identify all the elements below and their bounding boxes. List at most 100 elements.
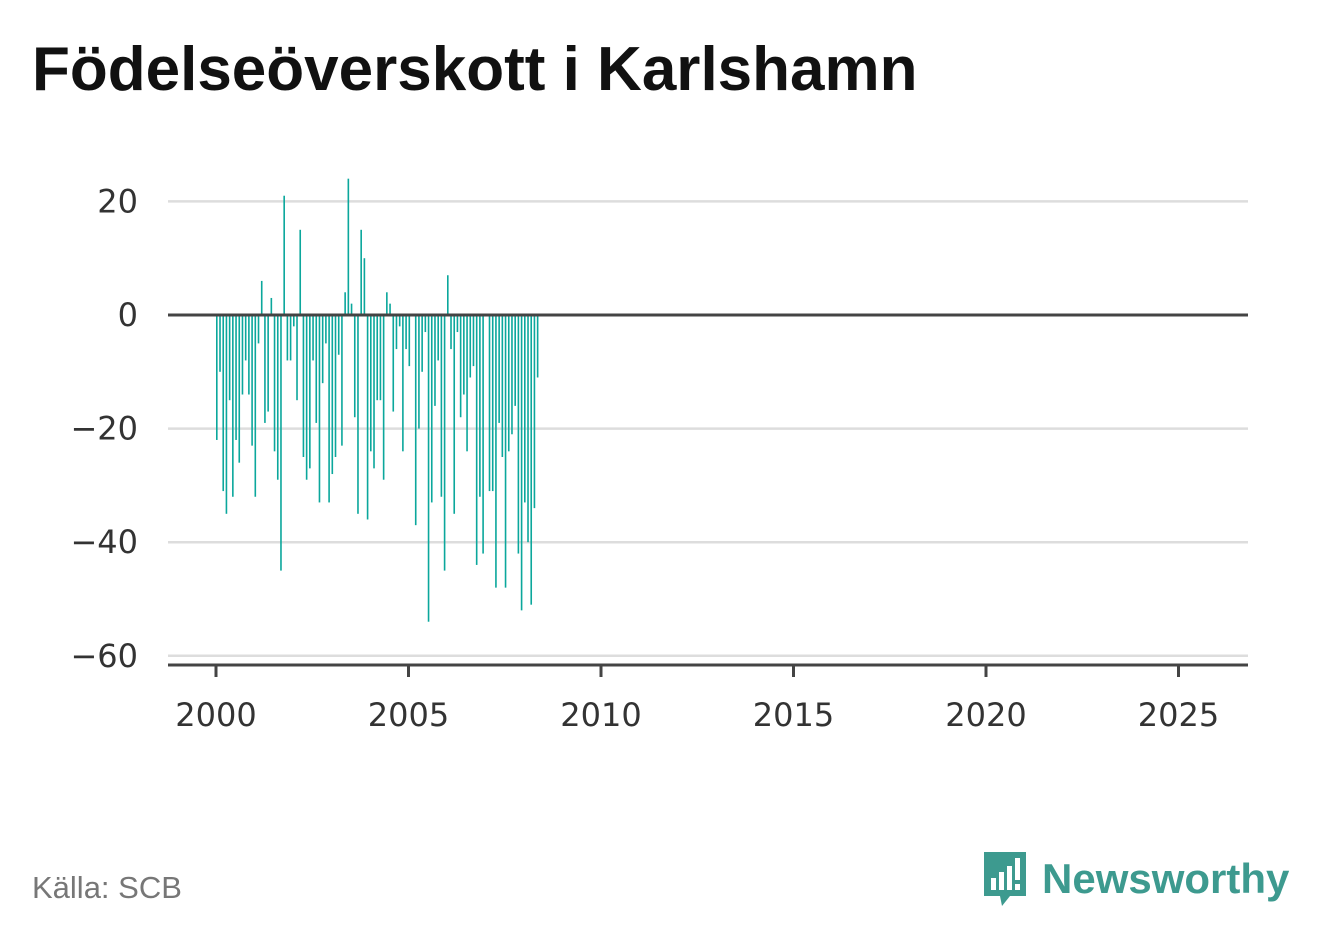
bar [264, 315, 266, 423]
bar [228, 315, 231, 401]
bar [305, 315, 308, 480]
bar [315, 315, 318, 423]
bar [482, 315, 484, 554]
bar [363, 258, 366, 315]
bar [248, 315, 250, 395]
bar [302, 315, 305, 457]
bar [463, 315, 465, 395]
bar [328, 315, 330, 503]
bar [517, 315, 520, 554]
bar [437, 315, 439, 361]
bar [398, 315, 401, 327]
bar [450, 315, 452, 350]
bar [475, 315, 478, 565]
bar [296, 315, 298, 401]
bar [453, 315, 456, 514]
bar [418, 315, 420, 429]
brand-name: Newsworthy [1042, 855, 1290, 902]
bar-series [216, 178, 539, 622]
x-tick-label: 2025 [1138, 696, 1219, 734]
bar [219, 315, 221, 372]
bar [357, 315, 359, 514]
bar [280, 315, 282, 571]
bar [331, 315, 334, 475]
bar [318, 315, 321, 503]
bar [469, 315, 472, 378]
bar [501, 315, 504, 457]
y-axis-ticks: 20 0 −20 −40 −60 [70, 182, 138, 674]
bar [514, 315, 516, 406]
bar [251, 315, 253, 446]
bar [524, 315, 526, 503]
bar [232, 315, 234, 497]
bar [293, 315, 295, 327]
bar [347, 178, 350, 315]
y-tick-label: −20 [70, 410, 138, 448]
brand-logo: Newsworthy [980, 848, 1289, 910]
bar [443, 315, 446, 571]
y-tick-label: −60 [70, 637, 138, 675]
bar [286, 315, 289, 361]
bar [402, 315, 404, 452]
bar [225, 315, 228, 514]
bar [389, 303, 391, 315]
bar [270, 297, 273, 315]
bar [379, 315, 382, 401]
grid-lines [168, 200, 1248, 658]
bar [373, 315, 375, 469]
x-tick-label: 2000 [175, 696, 256, 734]
bar [353, 315, 356, 418]
bar [235, 315, 237, 440]
bar [466, 315, 468, 452]
bar [376, 315, 379, 401]
x-axis-ticks: 2000 2005 2010 2015 2020 2025 [175, 665, 1219, 734]
bar [267, 315, 269, 412]
bar [395, 315, 398, 350]
bar [527, 315, 529, 543]
bar [434, 315, 436, 406]
bar [254, 315, 257, 497]
bar [321, 315, 324, 384]
bar [257, 315, 260, 344]
bar [472, 315, 475, 367]
bar [530, 315, 533, 605]
bar [334, 315, 337, 457]
bar [414, 315, 417, 526]
bar [430, 315, 433, 503]
axes [168, 313, 1248, 667]
bar [498, 315, 500, 423]
bar [459, 315, 462, 418]
bar [440, 315, 443, 497]
bar [238, 315, 241, 463]
source-note: Källa: SCB [32, 870, 182, 905]
bar [273, 315, 276, 452]
bar-chart-speech-bubble-icon [984, 852, 1026, 906]
bar [456, 315, 459, 333]
bar [520, 315, 523, 611]
bar [386, 292, 388, 315]
bar [312, 315, 314, 361]
bar [447, 275, 449, 315]
bar [276, 315, 279, 480]
x-tick-label: 2015 [753, 696, 834, 734]
bar [511, 315, 513, 435]
bar [370, 315, 372, 452]
bar [283, 195, 285, 315]
bar [405, 315, 407, 350]
y-tick-label: 0 [118, 296, 138, 334]
bar [350, 303, 353, 315]
bar [360, 229, 362, 315]
bar [533, 315, 536, 509]
bar [427, 315, 430, 622]
bar [421, 315, 423, 372]
bar [507, 315, 510, 452]
y-tick-label: −40 [70, 523, 138, 561]
bar [536, 315, 539, 378]
bar [366, 315, 369, 520]
bar [344, 292, 346, 315]
x-tick-label: 2010 [560, 696, 641, 734]
bar [495, 315, 497, 588]
bar [244, 315, 247, 361]
bar [325, 315, 327, 344]
